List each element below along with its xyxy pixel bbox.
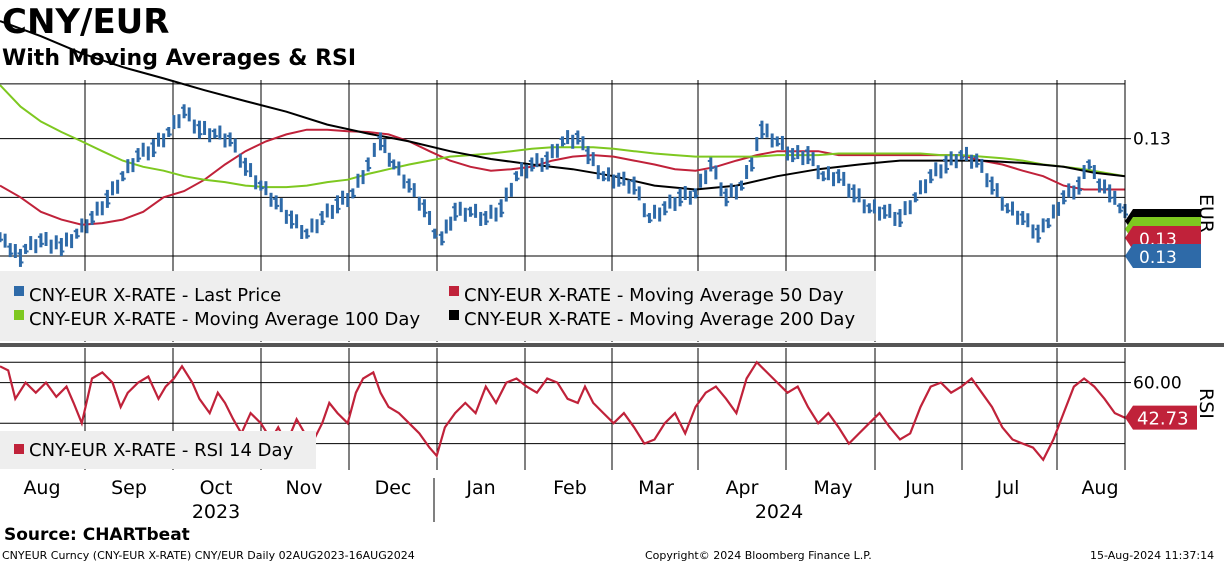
x-year-label: 2024 — [755, 501, 803, 523]
x-month-label: May — [813, 477, 852, 499]
x-month-label: Feb — [553, 477, 587, 499]
chart-title: CNY/EUR — [2, 2, 170, 42]
chart-subtitle: With Moving Averages & RSI — [2, 46, 357, 71]
last-value-rsi-marker — [1125, 405, 1197, 430]
legend-label-ma50: CNY-EUR X-RATE - Moving Average 50 Day — [464, 285, 844, 306]
series-layer — [0, 20, 1128, 462]
rsi-y-tick-label: 60.00 — [1133, 374, 1182, 394]
x-month-label: Jan — [465, 477, 495, 499]
legend-swatch-price — [14, 286, 24, 296]
source-note: Source: CHARTbeat — [4, 525, 190, 545]
x-year-label: 2023 — [192, 501, 240, 523]
legend-label-rsi: CNY-EUR X-RATE - RSI 14 Day — [29, 440, 294, 461]
x-month-label: Aug — [23, 477, 60, 499]
legend-swatch-ma100 — [14, 310, 24, 320]
x-month-label: Sep — [111, 477, 147, 499]
x-month-label: Apr — [726, 477, 759, 499]
series-rsi-line — [0, 360, 1126, 462]
price-y-tick-label: 0.13 — [1133, 130, 1171, 150]
last-value-price-marker — [1125, 244, 1201, 268]
legend-layer: CNY-EUR X-RATE - Last Price CNY-EUR X-RAT… — [0, 271, 876, 469]
x-month-label: Jul — [996, 477, 1020, 499]
series-ma200-line — [0, 20, 1126, 191]
footer-copyright: Copyright© 2024 Bloomberg Finance L.P. — [645, 549, 872, 562]
x-month-label: Mar — [638, 477, 674, 499]
legend-swatch-ma200 — [449, 310, 459, 320]
price-legend-box — [0, 271, 876, 341]
x-month-label: Nov — [285, 477, 322, 499]
legend-swatch-rsi — [14, 444, 24, 454]
legend-label-ma100: CNY-EUR X-RATE - Moving Average 100 Day — [29, 309, 420, 330]
footer-timestamp: 15-Aug-2024 11:37:14 — [1090, 549, 1215, 562]
panel-separator — [0, 343, 1224, 347]
rsi-axis-title: RSI — [1195, 388, 1217, 419]
x-month-label: Oct — [200, 477, 233, 499]
x-month-label: Jun — [904, 477, 935, 499]
x-month-label: Dec — [375, 477, 412, 499]
legend-label-price: CNY-EUR X-RATE - Last Price — [29, 285, 281, 306]
legend-swatch-ma50 — [449, 286, 459, 296]
last-value-rsi-text: 42.73 — [1137, 409, 1189, 430]
x-month-label: Aug — [1081, 477, 1118, 499]
rsi-legend-box — [0, 431, 316, 469]
last-value-price-marker-text: 0.13 — [1139, 248, 1177, 268]
legend-label-ma200: CNY-EUR X-RATE - Moving Average 200 Day — [464, 309, 855, 330]
footer-ticker-info: CNYEUR Curncy (CNY-EUR X-RATE) CNY/EUR D… — [2, 549, 415, 562]
series-ma100-line — [0, 84, 1126, 189]
